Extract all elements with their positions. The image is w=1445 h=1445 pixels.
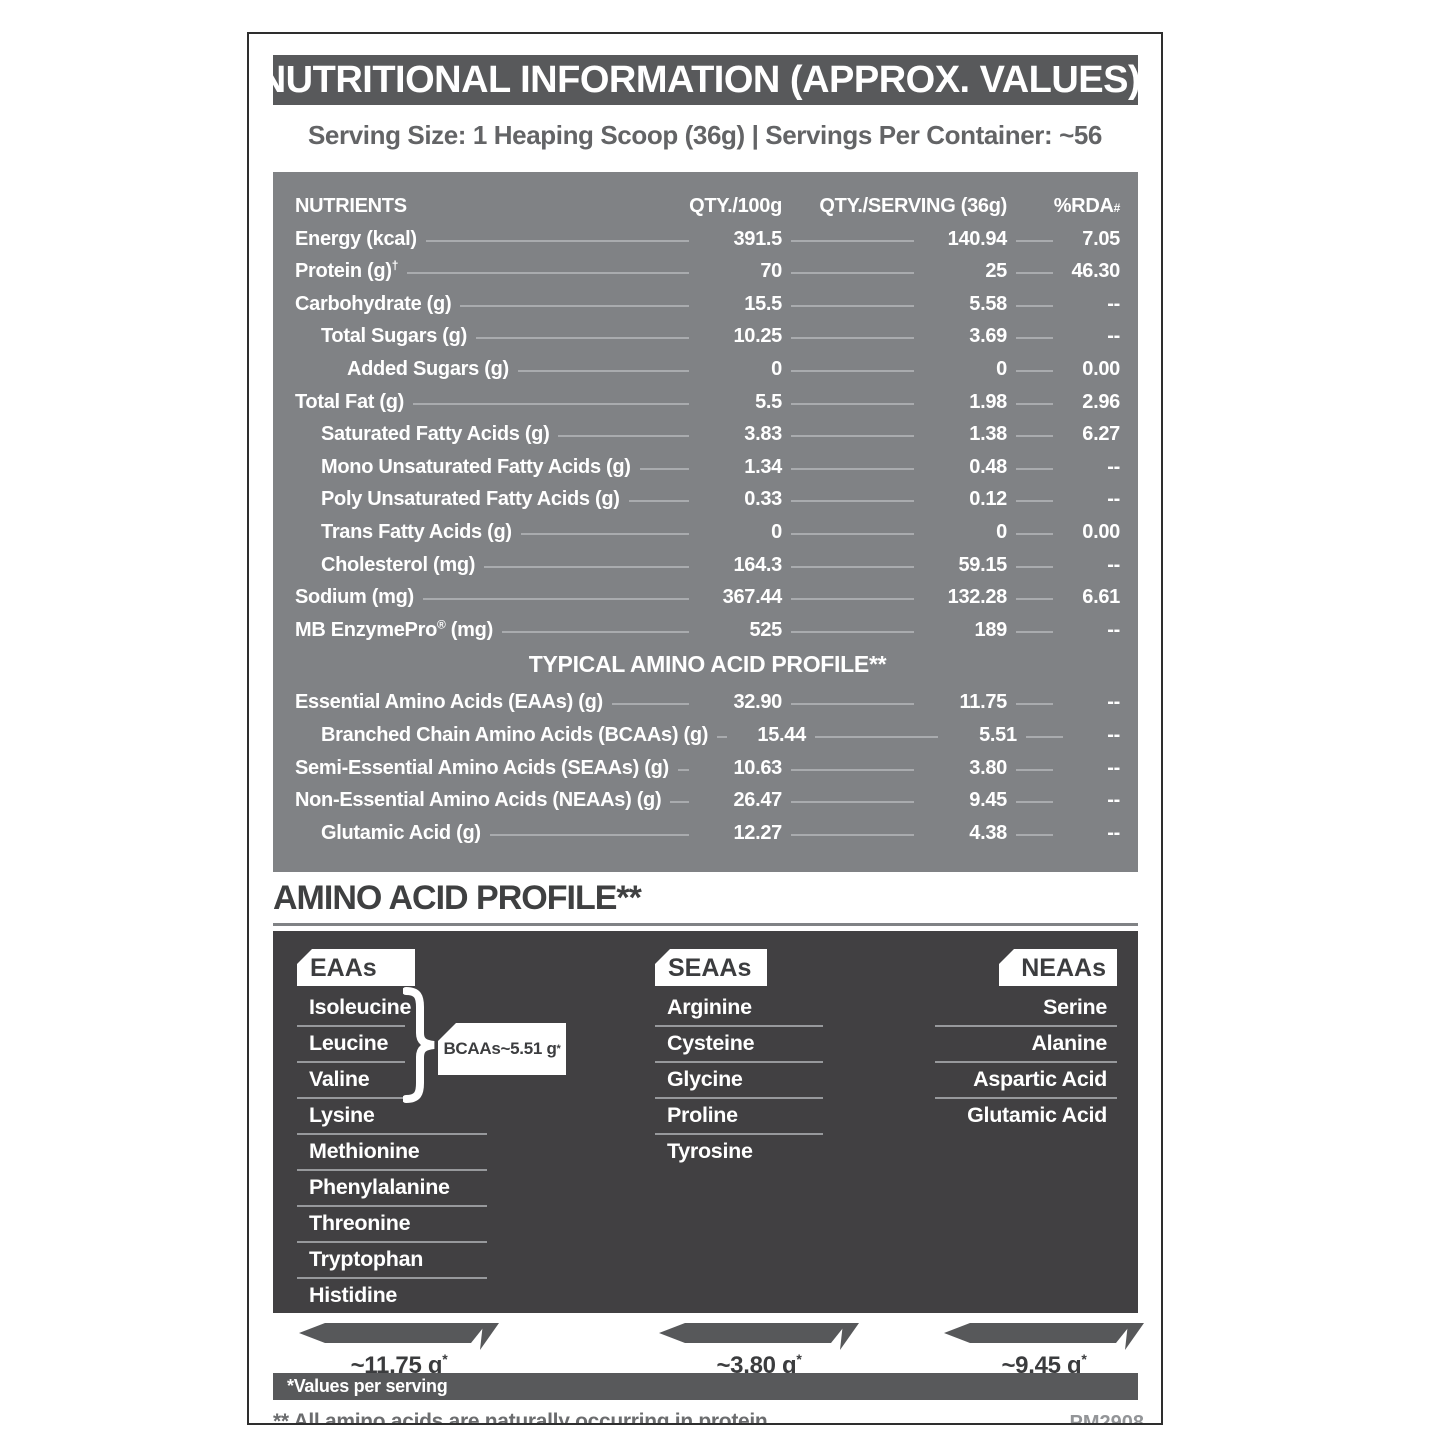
table-row: Essential Amino Acids (EAAs) (g) 32.90 1… — [295, 691, 1120, 714]
neaas-total: ~9.45 g* — [939, 1319, 1149, 1380]
list-item: Cysteine — [655, 1025, 875, 1061]
list-item: Methionine — [297, 1133, 527, 1169]
table-row: Poly Unsaturated Fatty Acids (g) 0.33 0.… — [321, 488, 1120, 511]
list-item: Tyrosine — [655, 1133, 875, 1169]
table-row: Trans Fatty Acids (g) 0 0 0.00 — [321, 520, 1120, 543]
eaas-total: ~11.75 g* — [294, 1319, 504, 1380]
table-row: Cholesterol (mg) 164.3 59.15 -- — [321, 553, 1120, 576]
serving-info: Serving Size: 1 Heaping Scoop (36g) | Se… — [307, 120, 1102, 150]
table-row: Protein (g)† 70 25 46.30 — [295, 258, 1120, 283]
table-header-row: NUTRIENTS QTY./100g QTY./SERVING (36g) %… — [295, 184, 1120, 218]
ribbon-arrow-icon — [659, 1323, 859, 1350]
list-item: Alanine — [925, 1025, 1117, 1061]
heading-rule — [273, 923, 1138, 926]
table-row: Total Sugars (g) 10.25 3.69 -- — [321, 325, 1120, 348]
table-row: Non-Essential Amino Acids (NEAAs) (g) 26… — [295, 789, 1120, 812]
table-row: Glutamic Acid (g) 12.27 4.38 -- — [321, 821, 1120, 844]
table-row: Energy (kcal) 391.5 140.94 7.05 — [295, 227, 1120, 250]
list-item: Tryptophan — [297, 1241, 527, 1277]
col-qty-serving: QTY./SERVING (36g) — [819, 195, 1007, 217]
table-row: Saturated Fatty Acids (g) 3.83 1.38 6.27 — [321, 423, 1120, 446]
table-row: Sodium (mg) 367.44 132.28 6.61 — [295, 586, 1120, 609]
values-per-serving-note: *Values per serving — [273, 1373, 1138, 1400]
tab-eaas: EAAs — [297, 949, 415, 986]
list-item: Histidine — [297, 1277, 527, 1313]
amino-footnote: ** All amino acids are naturally occurri… — [273, 1410, 768, 1425]
list-item: Valine — [297, 1061, 527, 1097]
list-item: Isoleucine — [309, 995, 412, 1019]
eaas-list: Isoleucine Leucine Valine Lysine Methion… — [297, 989, 527, 1313]
table-row: Total Fat (g) 5.5 1.98 2.96 — [295, 390, 1120, 413]
ribbon-arrow-icon — [299, 1323, 499, 1350]
list-item: Phenylalanine — [297, 1169, 527, 1205]
list-item: Arginine — [667, 995, 752, 1019]
table-row: Branched Chain Amino Acids (BCAAs) (g) 1… — [321, 723, 1121, 746]
list-item: Aspartic Acid — [925, 1061, 1117, 1097]
list-item: Threonine — [297, 1205, 527, 1241]
amino-acid-panel: EAAs SEAAs NEAAs Isoleucine Leucine Vali… — [273, 931, 1138, 1313]
list-item: Leucine — [297, 1025, 527, 1061]
neaas-list: Serine Alanine Aspartic Acid Glutamic Ac… — [925, 989, 1117, 1133]
nutrition-table: NUTRIENTS QTY./100g QTY./SERVING (36g) %… — [273, 172, 1138, 872]
label-frame: NUTRITIONAL INFORMATION (APPROX. VALUES)… — [247, 32, 1163, 1425]
amino-profile-section-title: TYPICAL AMINO ACID PROFILE** — [528, 650, 887, 677]
list-item: Glutamic Acid — [925, 1097, 1117, 1133]
tab-seaas: SEAAs — [655, 949, 767, 986]
bcaa-callout: BCAAs~5.51 g * — [438, 1023, 566, 1075]
list-item: Proline — [655, 1097, 875, 1133]
list-item: Lysine — [297, 1097, 527, 1133]
amino-acid-profile-heading: AMINO ACID PROFILE** — [273, 879, 642, 917]
col-nutrients: NUTRIENTS — [295, 195, 407, 217]
seaas-list: Arginine Cysteine Glycine Proline Tyrosi… — [655, 989, 875, 1169]
table-row: Mono Unsaturated Fatty Acids (g) 1.34 0.… — [321, 455, 1120, 478]
page-title: NUTRITIONAL INFORMATION (APPROX. VALUES)… — [259, 55, 1153, 105]
ribbon-arrow-icon — [944, 1323, 1144, 1350]
list-item: Glycine — [655, 1061, 875, 1097]
table-row: Added Sugars (g) 0 0 0.00 — [347, 357, 1120, 380]
seaas-total: ~3.80 g* — [654, 1319, 864, 1380]
col-qty-100g: QTY./100g — [689, 195, 782, 217]
table-row: Carbohydrate (g) 15.5 5.58 -- — [295, 292, 1120, 315]
col-rda: %RDA # — [1053, 195, 1121, 217]
table-row: Semi-Essential Amino Acids (SEAAs) (g) 1… — [295, 756, 1120, 779]
list-item: Serine — [1043, 995, 1107, 1019]
tab-neaas: NEAAs — [999, 949, 1117, 986]
table-row: MB EnzymePro® (mg) 525 189 -- — [295, 617, 1120, 641]
label-code: PM2908 — [1069, 1412, 1145, 1425]
bcaa-brace-icon — [402, 987, 437, 1108]
